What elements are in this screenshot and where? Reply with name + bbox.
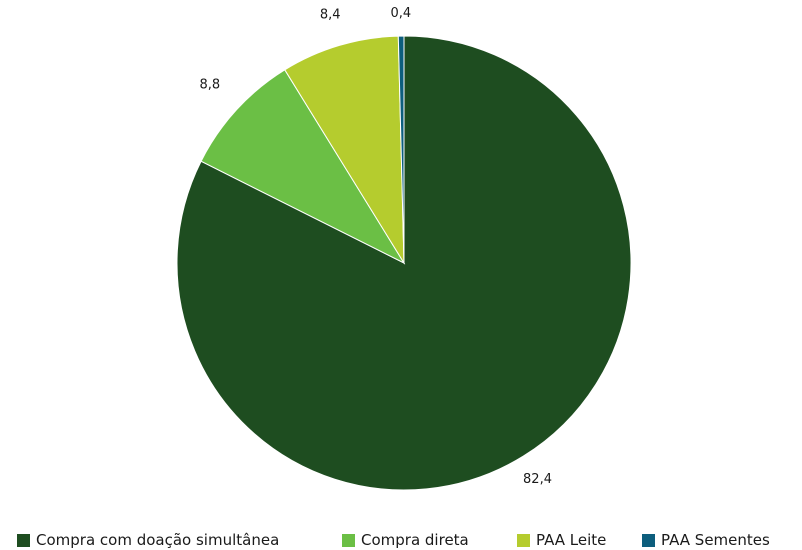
pie-slices <box>176 35 632 491</box>
pie-chart: 82,4 8,8 8,4 0,4 <box>176 6 632 491</box>
pie-data-labels: 82,4 8,8 8,4 0,4 <box>199 6 552 487</box>
legend-label: PAA Leite <box>536 531 607 549</box>
legend-label: Compra direta <box>361 531 469 549</box>
pie-slice-paa-sementes <box>397 35 405 264</box>
legend-item-paa-leite: PAA Leite <box>517 531 606 550</box>
pie-slice-compra-direta <box>200 69 406 265</box>
legend-item-paa-sementes: PAA Sementes <box>642 531 770 550</box>
chart-legend: Compra com doação simultânea Compra dire… <box>0 531 802 550</box>
legend-swatch-paa-sementes <box>642 534 655 547</box>
legend-swatch-paa-leite <box>517 534 530 547</box>
pie-slice-paa-leite <box>284 35 405 265</box>
legend-label: PAA Sementes <box>661 531 770 549</box>
legend-swatch-compra-com-doacao-simultanea <box>17 534 30 547</box>
legend-item-compra-com-doacao-simultanea: Compra com doação simultânea <box>17 531 279 550</box>
data-label-paa-sementes: 0,4 <box>391 6 412 21</box>
legend-item-compra-direta: Compra direta <box>342 531 469 550</box>
data-label-compra-direta: 8,8 <box>199 78 220 93</box>
data-label-compra-com-doacao-simultanea: 82,4 <box>523 472 552 487</box>
data-label-paa-leite: 8,4 <box>320 7 341 22</box>
legend-label: Compra com doação simultânea <box>36 531 280 549</box>
legend-swatch-compra-direta <box>342 534 355 547</box>
